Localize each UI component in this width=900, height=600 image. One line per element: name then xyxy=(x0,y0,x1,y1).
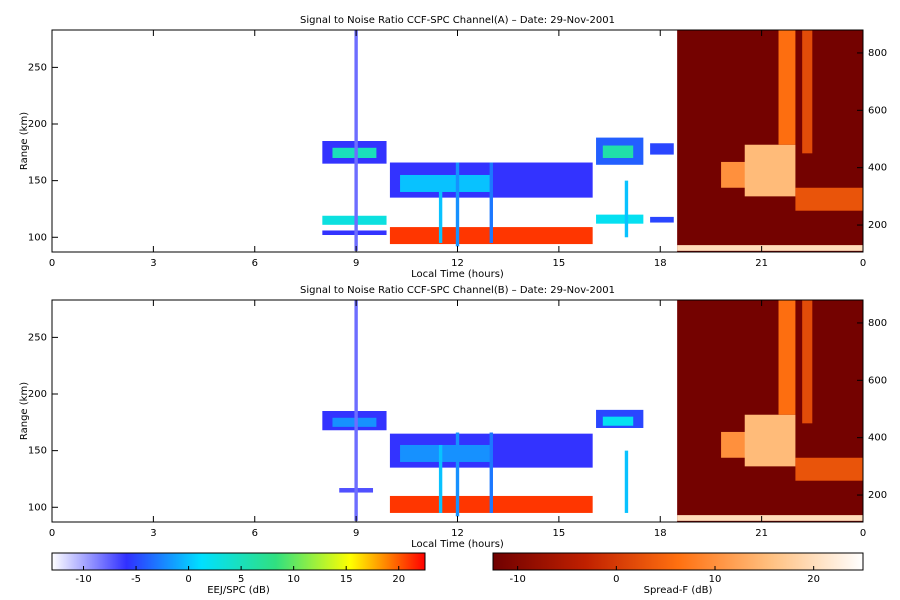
echo-cell xyxy=(438,444,443,513)
x-tick-label: 0 xyxy=(49,528,55,539)
echo-cell xyxy=(744,144,796,197)
x-tick-label: 9 xyxy=(353,258,359,269)
x-tick-label: 12 xyxy=(451,258,464,269)
y-tick-label: 250 xyxy=(28,62,47,73)
x-axis-label: Local Time (hours) xyxy=(411,269,504,280)
colorbar xyxy=(492,552,864,571)
echo-cell xyxy=(624,180,629,238)
echo-cell xyxy=(455,432,460,517)
colorbar-tick-label: 0 xyxy=(185,574,191,585)
x-tick-label: 3 xyxy=(150,258,156,269)
echo-cell xyxy=(438,180,443,243)
y-tick-label: 250 xyxy=(28,332,47,343)
plot-area xyxy=(322,300,863,522)
colorbar-label: Spread-F (dB) xyxy=(644,585,713,596)
y2-tick-label: 200 xyxy=(868,220,887,231)
echo-cell xyxy=(602,416,634,426)
echo-cell xyxy=(602,145,634,158)
x-axis-label: Local Time (hours) xyxy=(411,539,504,550)
colorbar-tick-label: -10 xyxy=(509,574,525,585)
colorbar-tick-label: 5 xyxy=(238,574,244,585)
x-tick-label: 12 xyxy=(451,528,464,539)
y2-tick-label: 800 xyxy=(868,48,887,59)
x-tick-label: 21 xyxy=(755,258,768,269)
colorbar-tick-label: -5 xyxy=(131,574,141,585)
echo-cell xyxy=(400,174,492,192)
echo-cell xyxy=(795,187,863,211)
y2-tick-label: 800 xyxy=(868,318,887,329)
colorbar-label: EEJ/SPC (dB) xyxy=(207,585,270,596)
colorbar-tick-label: -10 xyxy=(75,574,91,585)
x-tick-label: 9 xyxy=(353,528,359,539)
y-axis-label: Range (km) xyxy=(19,382,30,440)
x-tick-label: 15 xyxy=(553,258,566,269)
colorbar-tick-label: 10 xyxy=(709,574,722,585)
echo-cell xyxy=(677,30,863,252)
x-tick-label: 6 xyxy=(252,258,258,269)
echo-cell xyxy=(650,143,674,155)
echo-cell xyxy=(354,30,358,251)
echo-cell xyxy=(354,300,358,521)
echo-cell xyxy=(400,444,492,462)
echo-cell xyxy=(650,216,674,223)
y2-tick-label: 400 xyxy=(868,163,887,174)
colorbar-tick-label: 15 xyxy=(340,574,353,585)
echo-cell xyxy=(677,300,863,522)
x-tick-label: 15 xyxy=(553,528,566,539)
echo-cell xyxy=(489,162,493,243)
echo-cell xyxy=(778,300,796,415)
echo-cell xyxy=(802,30,813,154)
chart-title: Signal to Noise Ratio CCF-SPC Channel(A)… xyxy=(300,15,615,26)
echo-cell xyxy=(778,30,796,145)
echo-cell xyxy=(795,457,863,481)
y-tick-label: 100 xyxy=(28,232,47,243)
chart-title: Signal to Noise Ratio CCF-SPC Channel(B)… xyxy=(300,285,615,296)
colorbar-tick-label: 0 xyxy=(613,574,619,585)
echo-cell xyxy=(596,214,644,224)
colorbar-tick-label: 20 xyxy=(807,574,820,585)
echo-cell xyxy=(744,414,796,467)
plot-area xyxy=(322,30,863,252)
y-tick-label: 150 xyxy=(28,446,47,457)
y-tick-label: 200 xyxy=(28,119,47,130)
x-tick-label: 18 xyxy=(654,528,667,539)
echo-cell xyxy=(624,450,629,513)
y2-tick-label: 400 xyxy=(868,433,887,444)
x-tick-label: 21 xyxy=(755,528,768,539)
x-tick-label: 18 xyxy=(654,258,667,269)
y-tick-label: 150 xyxy=(28,176,47,187)
echo-cell xyxy=(677,245,863,251)
y-axis-label: Range (km) xyxy=(19,112,30,170)
y2-tick-label: 600 xyxy=(868,375,887,386)
echo-cell xyxy=(677,515,863,521)
echo-cell xyxy=(455,162,460,247)
x-tick-label: 0 xyxy=(49,258,55,269)
x-tick-label: 0 xyxy=(860,528,866,539)
y-tick-label: 100 xyxy=(28,502,47,513)
y2-tick-label: 200 xyxy=(868,490,887,501)
colorbar-tick-label: 20 xyxy=(392,574,405,585)
x-tick-label: 0 xyxy=(860,258,866,269)
echo-cell xyxy=(489,432,493,513)
echo-cell xyxy=(802,300,813,424)
y2-tick-label: 600 xyxy=(868,105,887,116)
colorbar-tick-label: 10 xyxy=(287,574,300,585)
y-tick-label: 200 xyxy=(28,389,47,400)
x-tick-label: 3 xyxy=(150,528,156,539)
x-tick-label: 6 xyxy=(252,528,258,539)
colorbar xyxy=(51,552,426,571)
